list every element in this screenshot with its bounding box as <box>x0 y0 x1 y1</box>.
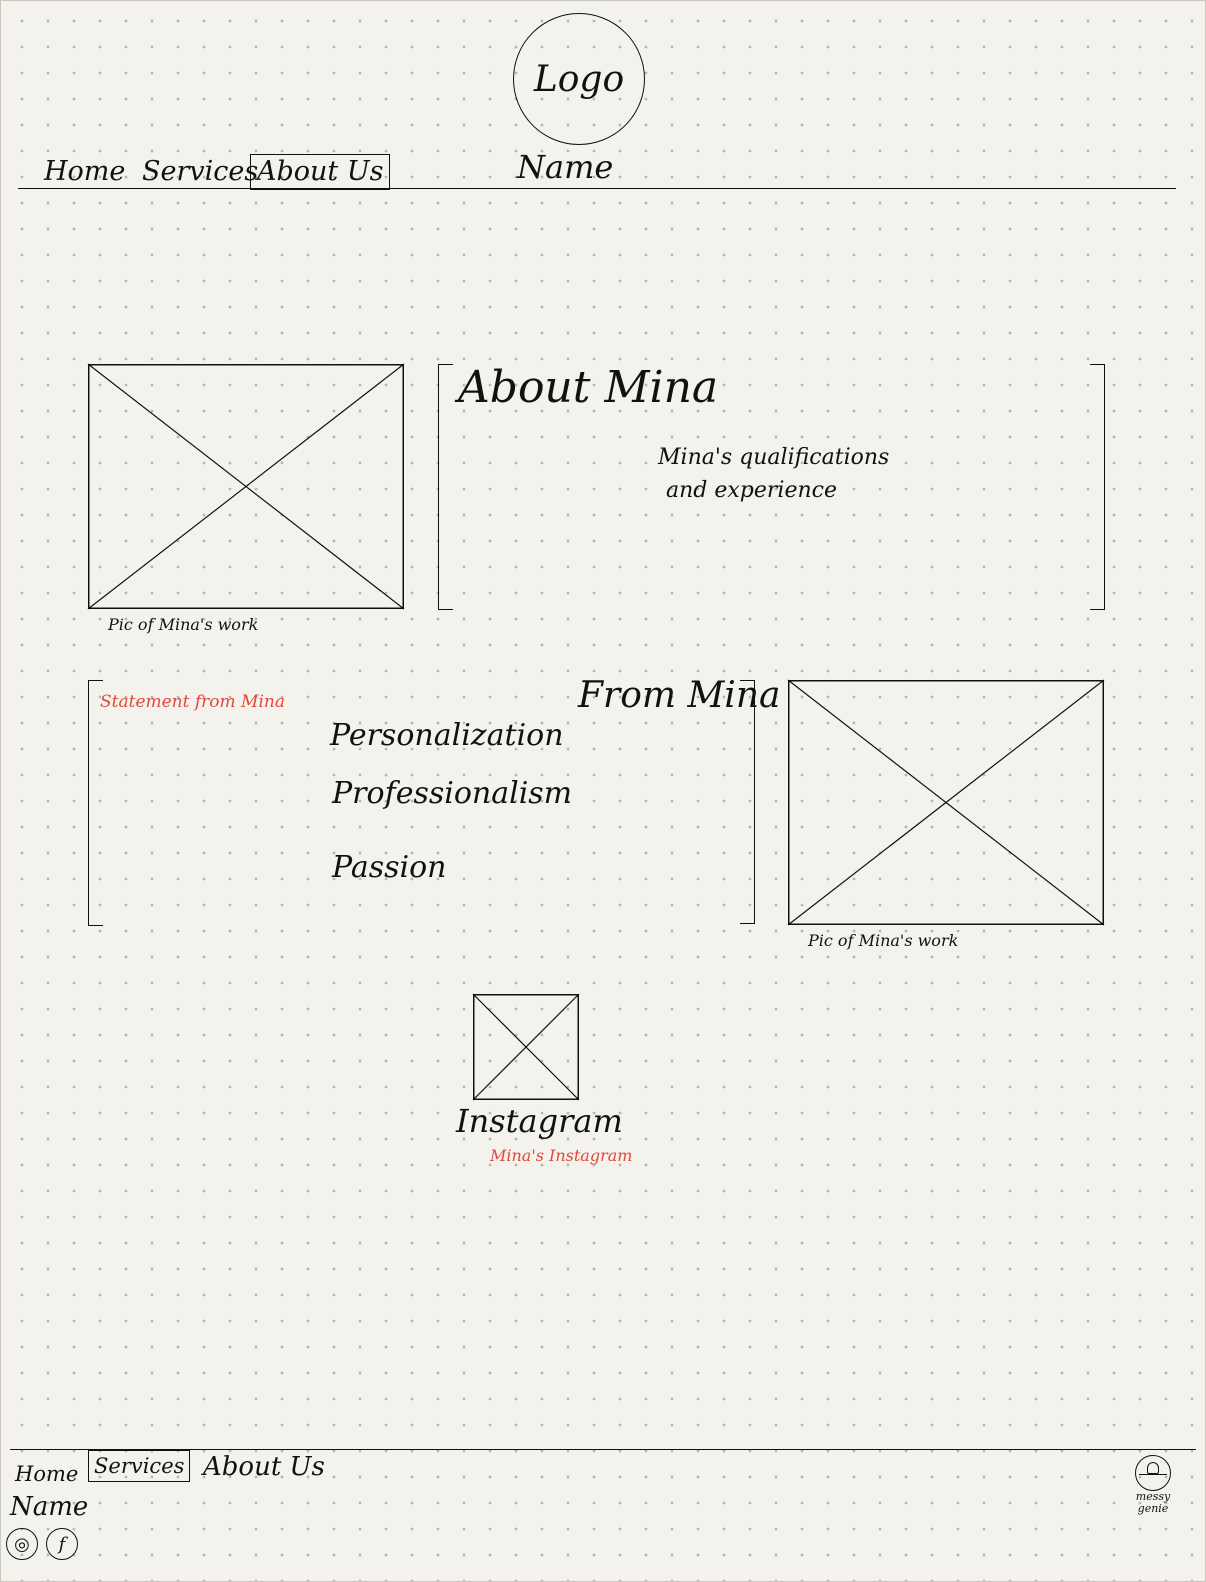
about-body-line-1: Mina's qualifications <box>658 445 890 470</box>
instagram-icon-glyph: ◎ <box>14 1533 30 1555</box>
footer-site-name: Name <box>10 1492 89 1522</box>
facebook-icon[interactable]: f <box>46 1528 78 1560</box>
statement-annotation: Statement from Mina <box>100 692 285 712</box>
statement-bracket-right <box>740 680 755 924</box>
genie-lamp-icon <box>1135 1455 1171 1491</box>
footer-nav-home[interactable]: Home <box>15 1462 79 1486</box>
site-name: Name <box>517 148 614 186</box>
brand-mark: messy genie <box>1128 1455 1178 1515</box>
value-professionalism: Professionalism <box>332 776 573 811</box>
nav-home[interactable]: Home <box>44 156 126 187</box>
instagram-annotation: Mina's Instagram <box>490 1146 633 1165</box>
about-bracket-right <box>1090 364 1105 610</box>
about-image-caption: Pic of Mina's work <box>108 615 259 634</box>
nav-services[interactable]: Services <box>142 156 259 187</box>
footer-nav-about-us[interactable]: About Us <box>203 1452 325 1482</box>
facebook-icon-glyph: f <box>58 1533 66 1555</box>
value-passion: Passion <box>332 850 447 885</box>
instagram-label[interactable]: Instagram <box>456 1102 623 1140</box>
instagram-icon[interactable]: ◎ <box>6 1528 38 1560</box>
nav-about-us[interactable]: About Us <box>250 154 391 190</box>
from-mina-image-placeholder <box>787 679 1105 926</box>
brand-line-1: messy <box>1135 1490 1171 1503</box>
logo[interactable]: Logo <box>513 13 645 145</box>
about-bracket-left <box>438 364 453 610</box>
footer-divider <box>10 1449 1196 1450</box>
about-image-placeholder <box>87 363 405 610</box>
about-body-line-2: and experience <box>666 478 837 503</box>
logo-text: Logo <box>533 58 625 100</box>
from-mina-heading: From Mina <box>578 675 781 716</box>
value-personalization: Personalization <box>330 718 564 753</box>
instagram-image-placeholder[interactable] <box>472 993 580 1101</box>
about-heading: About Mina <box>458 362 719 413</box>
header-divider <box>18 188 1176 189</box>
brand-line-2: genie <box>1137 1502 1169 1515</box>
footer-nav-services[interactable]: Services <box>88 1450 191 1482</box>
statement-bracket-left <box>88 680 103 926</box>
from-mina-image-caption: Pic of Mina's work <box>808 931 959 950</box>
